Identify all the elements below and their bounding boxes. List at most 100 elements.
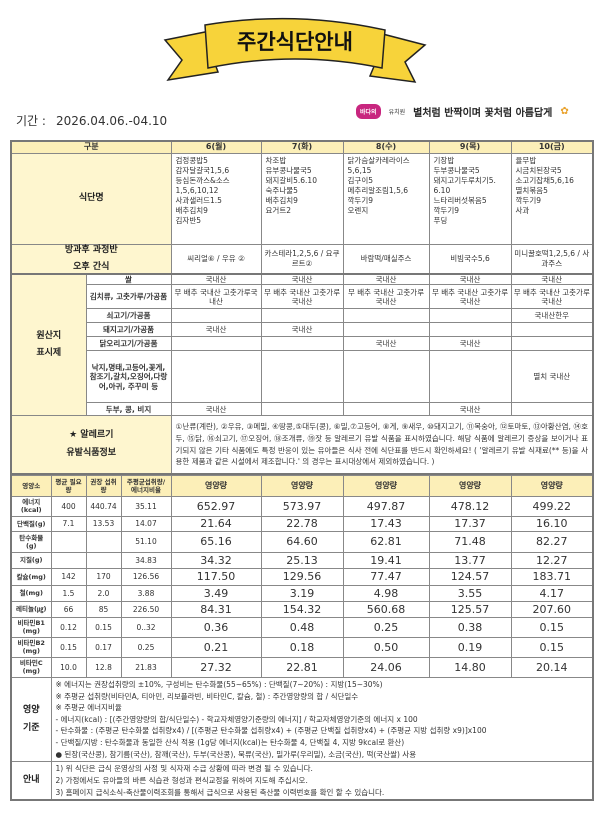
nutrient-value: 0.17 — [85, 636, 122, 658]
origin-value — [260, 308, 344, 324]
origin-value — [510, 322, 594, 338]
nutrient-value: 126.56 — [120, 567, 172, 586]
snack-day: 카스테라1,2,5,6 / 요쿠르트② — [260, 243, 344, 275]
menu-item: 기장밥 — [433, 155, 455, 165]
origin-item-name: 낙지,명태,고등어,꽃게, 참조기,갈치,오징어,다랑어,아귀, 주꾸미 등 — [85, 350, 172, 404]
snack-day: 미니꿀호떡1,2,5,6 / 사과주스 — [510, 243, 594, 275]
nutrient-value: 0.38 — [428, 616, 512, 638]
nutrient-value: 154.32 — [260, 600, 344, 618]
menu-item: 오렌지 — [347, 206, 369, 216]
nutrient-value: 652.97 — [170, 495, 262, 517]
nutrient-value — [85, 530, 122, 553]
standard-line: ※ 에너지는 권장섭취량의 ±10%, 구성비는 탄수화물(55~65%) : … — [55, 679, 383, 689]
nutrient-value: 440.74 — [85, 495, 122, 517]
menu-item: 돼지고기두루치기5. 6.10 — [433, 175, 496, 195]
nutrient-value: 125.57 — [428, 600, 512, 618]
nutrient-value: 497.87 — [342, 495, 430, 517]
label-line: 영양 — [22, 705, 40, 716]
origin-item-name: 쇠고기/가공품 — [85, 308, 172, 324]
nutrient-value: 20.14 — [510, 656, 594, 678]
nutrition-header: 영양량 — [428, 474, 512, 497]
nutrient-value: 24.06 — [342, 656, 430, 678]
standard-line: - 단백질/지방 : 탄수화물과 동일한 산식 적용 (1g당 에너지(kcal… — [55, 738, 405, 747]
notice-line: 2) 가정에서도 유아들의 바른 식습관 형성과 편식교정을 위하여 지도해 주… — [55, 775, 308, 785]
nutrient-value: 85 — [85, 600, 122, 618]
ribbon-icon — [163, 17, 427, 83]
nutrient-name: 에너지 (kcal) — [10, 495, 52, 517]
nutrient-value: 65.16 — [170, 530, 262, 553]
nutrient-value: 170 — [85, 567, 122, 586]
menu-item: 깍두기9 — [433, 206, 459, 216]
nutrient-value: 400 — [50, 495, 87, 517]
nutrient-value: 21.64 — [170, 515, 262, 532]
origin-value — [428, 322, 512, 338]
nutrient-value: 124.57 — [428, 567, 512, 586]
menu-day: 기장밥 두부콩나물국5 돼지고기두루치기5. 6.10 느타리버섯볶음5 깍두기9 푸딩 — [428, 152, 512, 245]
nutrient-value: 0.15 — [510, 636, 594, 658]
origin-value: 국내산 — [510, 273, 594, 286]
nutrient-value: 34.83 — [120, 551, 172, 569]
nutrient-value: 14.07 — [120, 515, 172, 532]
nutrient-value: 71.48 — [428, 530, 512, 553]
menu-item: 사과 — [515, 206, 530, 216]
notice-text: 1) 위 식단은 급식 운영상의 사정 및 식자재 수급 상황에 따라 변경 될… — [50, 761, 594, 801]
origin-item-name: 김치류, 고춧가루/가공품 — [85, 284, 172, 310]
menu-item: 김구이5 — [347, 175, 373, 185]
nutrient-value — [50, 530, 87, 553]
origin-label: 원산지 표시제 — [10, 273, 87, 417]
origin-value: 무 배추 국내산 고춧가루국내산 — [170, 284, 262, 310]
menu-item: 등심돈까스&소스 1,5,6,10,12 — [175, 175, 230, 195]
nutrient-value: 82.27 — [510, 530, 594, 553]
label-line: 유발식품정보 — [66, 447, 117, 458]
origin-value: 국내산 — [342, 273, 430, 286]
nutrient-value: 0.21 — [170, 636, 262, 658]
nutrient-name: 단백질(g) — [10, 515, 52, 532]
origin-value: 국내산 — [342, 336, 430, 352]
nutrition-header: 영양소 — [10, 474, 52, 497]
nutrient-value: 0.12 — [50, 616, 87, 638]
nutrient-value: 499.22 — [510, 495, 594, 517]
origin-value: 국내산 — [170, 402, 262, 417]
nutrition-header: 영양량 — [342, 474, 430, 497]
label-line: ★ 알레르기 — [69, 430, 114, 441]
origin-value — [342, 308, 430, 324]
nutrient-value: 13.53 — [85, 515, 122, 532]
menu-item: 깍두기9 — [515, 196, 541, 205]
nutrition-header: 영양량 — [510, 474, 594, 497]
nutrient-value: 22.78 — [260, 515, 344, 532]
menu-item: 차조밥 — [265, 155, 287, 165]
nutrient-value: 560.68 — [342, 600, 430, 618]
header-day: 6(월) — [170, 140, 262, 154]
header-day: 10(금) — [510, 140, 594, 154]
nutrient-value: 17.37 — [428, 515, 512, 532]
nutrient-value: 66 — [50, 600, 87, 618]
menu-item: 감자달걀국1,5,6 — [175, 165, 230, 175]
nutrient-value: 4.98 — [342, 584, 430, 602]
origin-value: 무 배추 국내산 고춧가루국내산 — [510, 284, 594, 310]
nutrient-value: 0.15 — [50, 636, 87, 658]
nutrient-value: 3.49 — [170, 584, 262, 602]
nutrient-value — [50, 551, 87, 569]
snack-day: 씨리얼⑥ / 우유 ② — [170, 243, 262, 275]
nutrient-value: 0.25 — [342, 616, 430, 638]
origin-value: 무 배추 국내산 고춧가루국내산 — [428, 284, 512, 310]
menu-item: 율무밥 — [515, 155, 537, 165]
origin-value — [342, 350, 430, 404]
nutrient-value: 2.0 — [85, 584, 122, 602]
nutrient-value: 142 — [50, 567, 87, 586]
nutrient-value: 0.19 — [428, 636, 512, 658]
origin-value — [342, 322, 430, 338]
nutrient-value: 129.56 — [260, 567, 344, 586]
notice-line: 1) 위 식단은 급식 운영상의 사정 및 식자재 수급 상황에 따라 변경 될… — [55, 764, 313, 774]
nutrient-value: 27.32 — [170, 656, 262, 678]
menu-day: 차조밥 유부콩나물국5 돼지갈비5.6.10 숙주나물5 배추김치9 요거트2 — [260, 152, 344, 245]
nutrient-value: 10.0 — [50, 656, 87, 678]
menu-item: 멸치볶음5 — [515, 185, 548, 195]
snack-day: 바람떡/매실주스 — [342, 243, 430, 275]
nutrient-value: 21.83 — [120, 656, 172, 678]
origin-value — [170, 336, 262, 352]
nutrient-value: 16.10 — [510, 515, 594, 532]
nutrient-value: 117.50 — [170, 567, 262, 586]
nutrient-name: 비타민B2 (mg) — [10, 636, 52, 658]
